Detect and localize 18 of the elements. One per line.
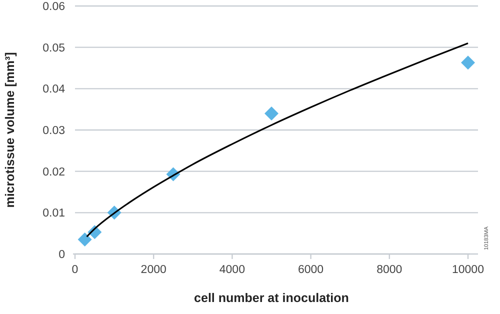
x-tick-label: 0: [72, 264, 78, 276]
y-tick-label: 0.05: [42, 42, 65, 54]
x-tick-label: 8000: [376, 264, 402, 276]
y-axis-title: microtissue volume [mm³]: [3, 52, 17, 208]
y-tick-label: 0.01: [42, 208, 65, 220]
x-tick-label: 6000: [298, 264, 324, 276]
x-axis-title: cell number at inoculation: [194, 291, 349, 305]
y-tick-label: 0: [58, 249, 65, 261]
point: [461, 56, 475, 70]
y-tick-label: 0.06: [42, 1, 65, 13]
x-tick-label: 2000: [140, 264, 166, 276]
y-tick-label: 0.04: [42, 84, 66, 96]
y-tick-label: 0.03: [42, 125, 65, 137]
x-tick-label: 10000: [452, 264, 484, 276]
point: [78, 232, 92, 247]
point: [264, 106, 278, 120]
y-tick-label: 0.02: [42, 166, 65, 178]
x-tick-label: 4000: [219, 264, 245, 276]
